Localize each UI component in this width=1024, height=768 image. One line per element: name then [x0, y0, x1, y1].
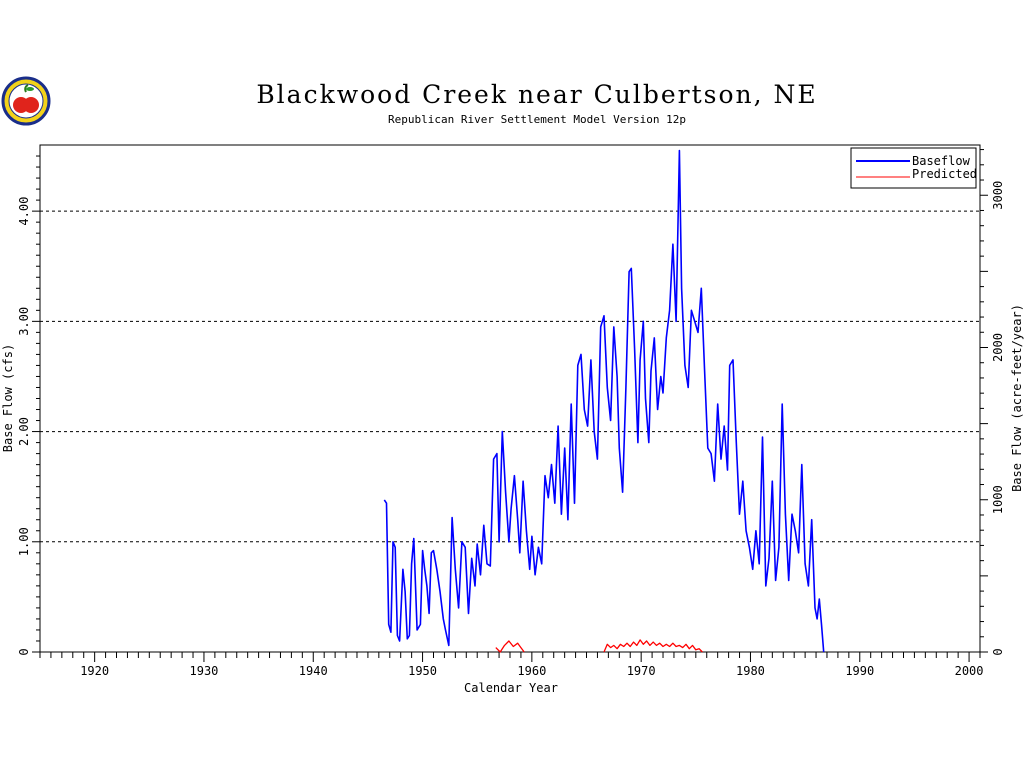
x-tick-label: 1980: [736, 664, 765, 678]
y-axis-label: Base Flow (cfs): [1, 344, 15, 452]
y2-tick-label: 1000: [991, 485, 1005, 514]
y-tick-label: 1.00: [17, 527, 31, 556]
x-tick-label: 1920: [80, 664, 109, 678]
legend-box: [850, 147, 977, 189]
x-tick-label: 1930: [190, 664, 219, 678]
y-axis-left: 0 1.00 2.00 3.00 4.00: [17, 155, 40, 656]
y-tick-label: 4.00: [17, 197, 31, 226]
chart-title: Blackwood Creek near Culbertson, NE: [256, 80, 817, 109]
x-axis-label: Calendar Year: [464, 681, 558, 695]
y-tick-label: 0: [17, 648, 31, 655]
x-tick-label: 2000: [955, 664, 984, 678]
y-tick-label: 3.00: [17, 307, 31, 336]
x-axis: 1920 1930 1940 1950 1960 1970 1980 1990 2000: [39, 652, 984, 678]
gridlines: [40, 210, 980, 543]
legend-label-predicted: Predicted: [912, 167, 977, 181]
series-line-baseflow: [383, 149, 825, 653]
y2-tick-label: 3000: [991, 181, 1005, 210]
apple-logo-icon: [1, 76, 51, 126]
y2-tick-label: 2000: [991, 333, 1005, 362]
series-line-predicted: [603, 639, 703, 653]
series-layer: [383, 149, 825, 653]
legend: Baseflow Predicted: [850, 147, 977, 189]
x-tick-label: 1940: [299, 664, 328, 678]
x-tick-label: 1950: [408, 664, 437, 678]
y2-axis-label: Base Flow (acre-feet/year): [1010, 304, 1024, 492]
series-line-predicted: [495, 640, 525, 653]
x-tick-label: 1970: [627, 664, 656, 678]
y-tick-label: 2.00: [17, 417, 31, 446]
plot-area: [39, 144, 981, 653]
x-tick-label: 1960: [517, 664, 546, 678]
x-tick-label: 1990: [845, 664, 874, 678]
legend-label-baseflow: Baseflow: [912, 154, 971, 168]
y2-tick-label: 0: [991, 648, 1005, 655]
y-axis-right: 0 1000 2000 3000: [980, 149, 1005, 656]
chart-subtitle: Republican River Settlement Model Versio…: [388, 113, 686, 126]
